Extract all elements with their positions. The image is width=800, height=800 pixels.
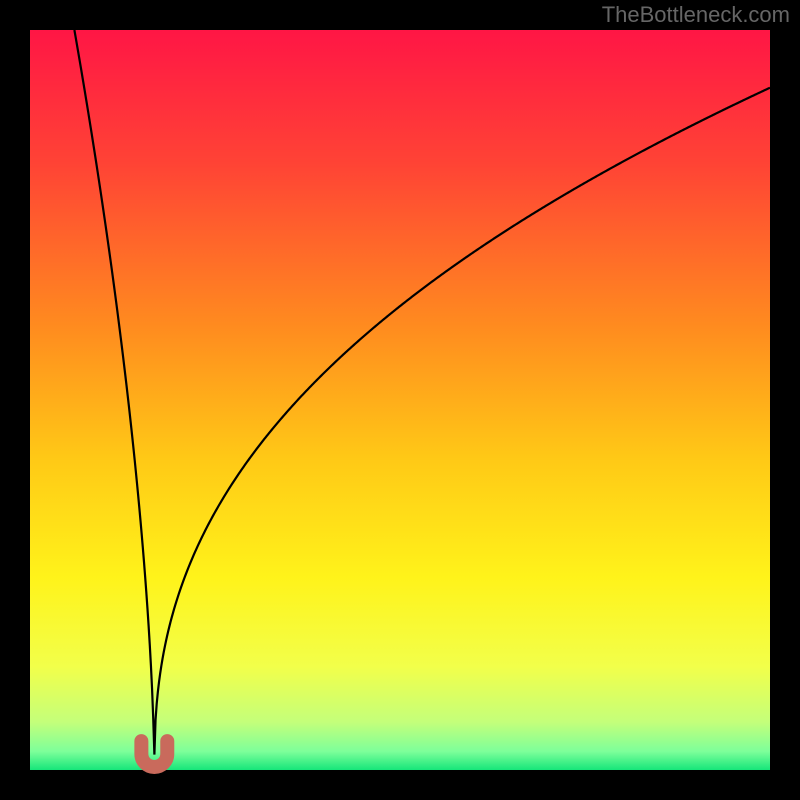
chart-svg	[0, 0, 800, 800]
plot-gradient	[30, 30, 770, 770]
watermark-text: TheBottleneck.com	[602, 2, 790, 28]
chart-container: TheBottleneck.com	[0, 0, 800, 800]
